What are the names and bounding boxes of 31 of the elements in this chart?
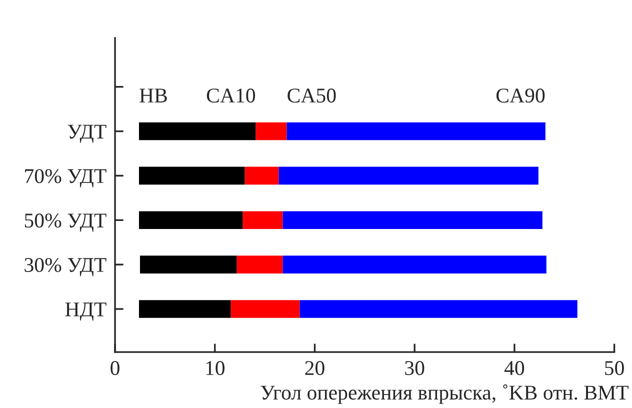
bar [236, 256, 283, 274]
y-tick-label: 30% УДТ [24, 258, 106, 276]
bar [138, 166, 245, 185]
x-tick-label: 50 [605, 361, 624, 376]
y-tick-label: 70% УДТ [25, 169, 106, 188]
bar [138, 300, 231, 318]
x-tick-label: 40 [504, 361, 524, 376]
bar [256, 122, 287, 140]
x-tick-label: 20 [305, 361, 324, 376]
annotation: CA90 [496, 88, 545, 103]
bar [138, 211, 243, 230]
annotation: НВ [140, 88, 167, 102]
x-tick-label: 10 [206, 361, 224, 376]
bar [242, 211, 283, 230]
x-tick-label: 30 [405, 361, 424, 376]
bar [286, 122, 546, 140]
bar [230, 300, 300, 318]
x-axis-title: Угол опережения впрыска, ˚KB отн. ВМТ [260, 384, 628, 404]
y-tick-label: УДТ [68, 124, 106, 143]
bar [278, 166, 538, 185]
bar [282, 256, 546, 274]
bar [138, 122, 256, 140]
bar [244, 166, 279, 185]
annotation: CA10 [206, 88, 256, 103]
bar [300, 300, 578, 318]
y-tick-label: 50% УДТ [24, 214, 106, 232]
bar [282, 211, 542, 230]
y-tick-label: НДТ [65, 302, 106, 321]
x-tick-label: 0 [110, 361, 120, 376]
annotation: CA50 [288, 88, 336, 103]
bar [140, 256, 237, 274]
